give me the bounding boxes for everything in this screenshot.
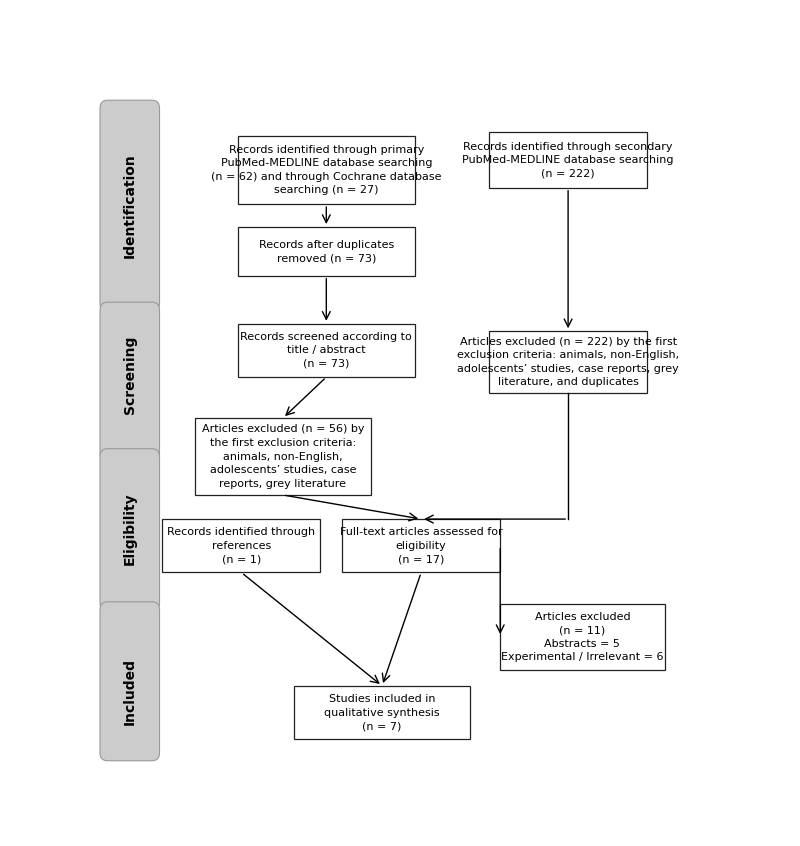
Text: Records identified through
references
(n = 1): Records identified through references (n… bbox=[167, 527, 315, 564]
Text: Articles excluded (n = 222) by the first
exclusion criteria: animals, non-Englis: Articles excluded (n = 222) by the first… bbox=[457, 337, 679, 387]
FancyBboxPatch shape bbox=[489, 133, 647, 188]
FancyBboxPatch shape bbox=[238, 135, 414, 204]
Text: Eligibility: Eligibility bbox=[122, 492, 137, 564]
Text: Identification: Identification bbox=[122, 153, 137, 258]
FancyBboxPatch shape bbox=[489, 331, 647, 393]
FancyBboxPatch shape bbox=[194, 418, 371, 495]
Text: Articles excluded
(n = 11)
Abstracts = 5
Experimental / Irrelevant = 6: Articles excluded (n = 11) Abstracts = 5… bbox=[501, 612, 664, 662]
Text: Articles excluded (n = 56) by
the first exclusion criteria:
animals, non-English: Articles excluded (n = 56) by the first … bbox=[202, 425, 364, 489]
FancyBboxPatch shape bbox=[162, 519, 321, 573]
FancyBboxPatch shape bbox=[342, 519, 500, 573]
Text: Records identified through primary
PubMed-MEDLINE database searching
(n = 62) an: Records identified through primary PubMe… bbox=[211, 145, 442, 195]
FancyBboxPatch shape bbox=[294, 686, 470, 739]
FancyBboxPatch shape bbox=[238, 227, 414, 276]
Text: Records after duplicates
removed (n = 73): Records after duplicates removed (n = 73… bbox=[258, 239, 394, 263]
Text: Records identified through secondary
PubMed-MEDLINE database searching
(n = 222): Records identified through secondary Pub… bbox=[462, 141, 674, 179]
Text: Full-text articles assessed for
eligibility
(n = 17): Full-text articles assessed for eligibil… bbox=[340, 527, 502, 564]
FancyBboxPatch shape bbox=[100, 602, 159, 761]
Text: Records screened according to
title / abstract
(n = 73): Records screened according to title / ab… bbox=[241, 332, 412, 369]
FancyBboxPatch shape bbox=[238, 324, 414, 377]
FancyBboxPatch shape bbox=[100, 448, 159, 611]
Text: Studies included in
qualitative synthesis
(n = 7): Studies included in qualitative synthesi… bbox=[324, 694, 440, 731]
Text: Included: Included bbox=[122, 657, 137, 724]
FancyBboxPatch shape bbox=[100, 100, 159, 311]
FancyBboxPatch shape bbox=[100, 302, 159, 461]
FancyBboxPatch shape bbox=[500, 604, 665, 669]
Text: Screening: Screening bbox=[122, 336, 137, 415]
